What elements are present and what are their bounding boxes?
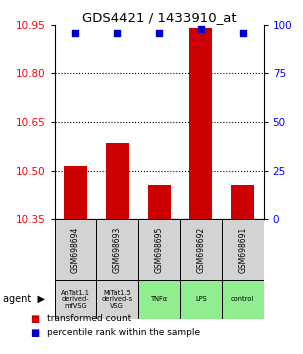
Bar <box>96 280 138 319</box>
Text: GSM698691: GSM698691 <box>238 227 247 273</box>
Text: GSM698694: GSM698694 <box>71 226 80 273</box>
Point <box>73 30 78 35</box>
Bar <box>180 280 222 319</box>
Bar <box>55 219 96 280</box>
Bar <box>55 280 96 319</box>
Point <box>115 30 120 35</box>
Text: percentile rank within the sample: percentile rank within the sample <box>47 328 200 337</box>
Text: LPS: LPS <box>195 296 207 302</box>
Text: AnTat1.1
derived-
mfVSG: AnTat1.1 derived- mfVSG <box>61 290 90 309</box>
Bar <box>231 185 254 219</box>
Point <box>198 26 203 32</box>
Text: agent  ▶: agent ▶ <box>3 294 45 304</box>
Bar <box>138 280 180 319</box>
Text: ■: ■ <box>30 328 40 338</box>
Bar <box>64 166 87 219</box>
Bar <box>106 143 129 219</box>
Text: control: control <box>231 296 254 302</box>
Bar <box>138 219 180 280</box>
Bar <box>148 185 171 219</box>
Text: ■: ■ <box>30 314 40 324</box>
Text: TNFα: TNFα <box>151 296 168 302</box>
Bar <box>180 219 222 280</box>
Bar <box>189 28 212 219</box>
Text: GSM698692: GSM698692 <box>196 227 205 273</box>
Title: GDS4421 / 1433910_at: GDS4421 / 1433910_at <box>82 11 236 24</box>
Bar <box>222 219 264 280</box>
Bar <box>222 280 264 319</box>
Text: MiTat1.5
derived-s
VSG: MiTat1.5 derived-s VSG <box>102 290 133 309</box>
Point <box>240 30 245 35</box>
Bar <box>96 219 138 280</box>
Point <box>157 30 161 35</box>
Text: GSM698695: GSM698695 <box>155 226 164 273</box>
Text: transformed count: transformed count <box>47 314 131 323</box>
Text: GSM698693: GSM698693 <box>113 226 122 273</box>
